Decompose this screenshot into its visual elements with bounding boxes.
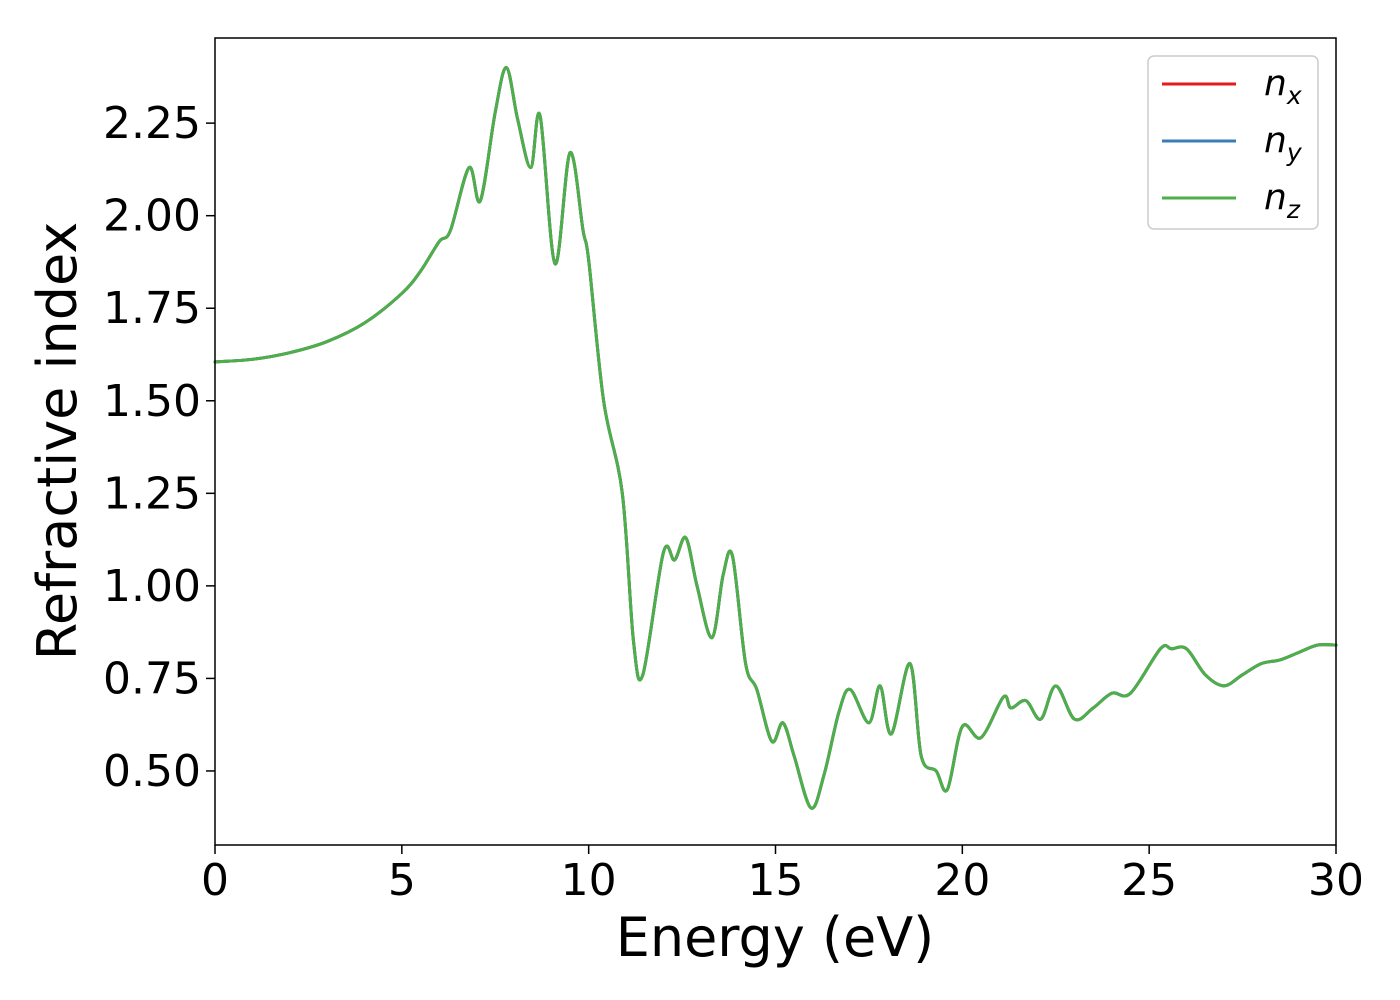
y-tick-label: 1.00: [103, 561, 201, 612]
series-layer: [213, 66, 1338, 810]
x-tick-label: 30: [1308, 855, 1364, 906]
y-tick-label: 0.75: [103, 653, 201, 704]
y-tick-label: 2.00: [103, 191, 201, 242]
x-tick-label: 10: [561, 855, 617, 906]
y-axis-label: Refractive index: [26, 222, 89, 661]
x-axis-label: Energy (eV): [616, 906, 935, 969]
x-axis-ticks: 0 5 10 15 20 25 30: [201, 845, 1364, 906]
y-axis-ticks: 0.50 0.75 1.00 1.25 1.50 1.75 2.00 2.25: [103, 98, 215, 797]
x-tick-label: 5: [388, 855, 416, 906]
x-tick-label: 20: [934, 855, 990, 906]
y-tick-label: 1.25: [103, 468, 201, 519]
y-tick-label: 2.25: [103, 98, 201, 149]
y-tick-label: 0.50: [103, 746, 201, 797]
series-line-z: [213, 66, 1338, 810]
y-tick-label: 1.50: [103, 376, 201, 427]
x-tick-label: 15: [748, 855, 804, 906]
y-tick-label: 1.75: [103, 283, 201, 334]
x-tick-label: 25: [1121, 855, 1177, 906]
x-tick-label: 0: [201, 855, 229, 906]
